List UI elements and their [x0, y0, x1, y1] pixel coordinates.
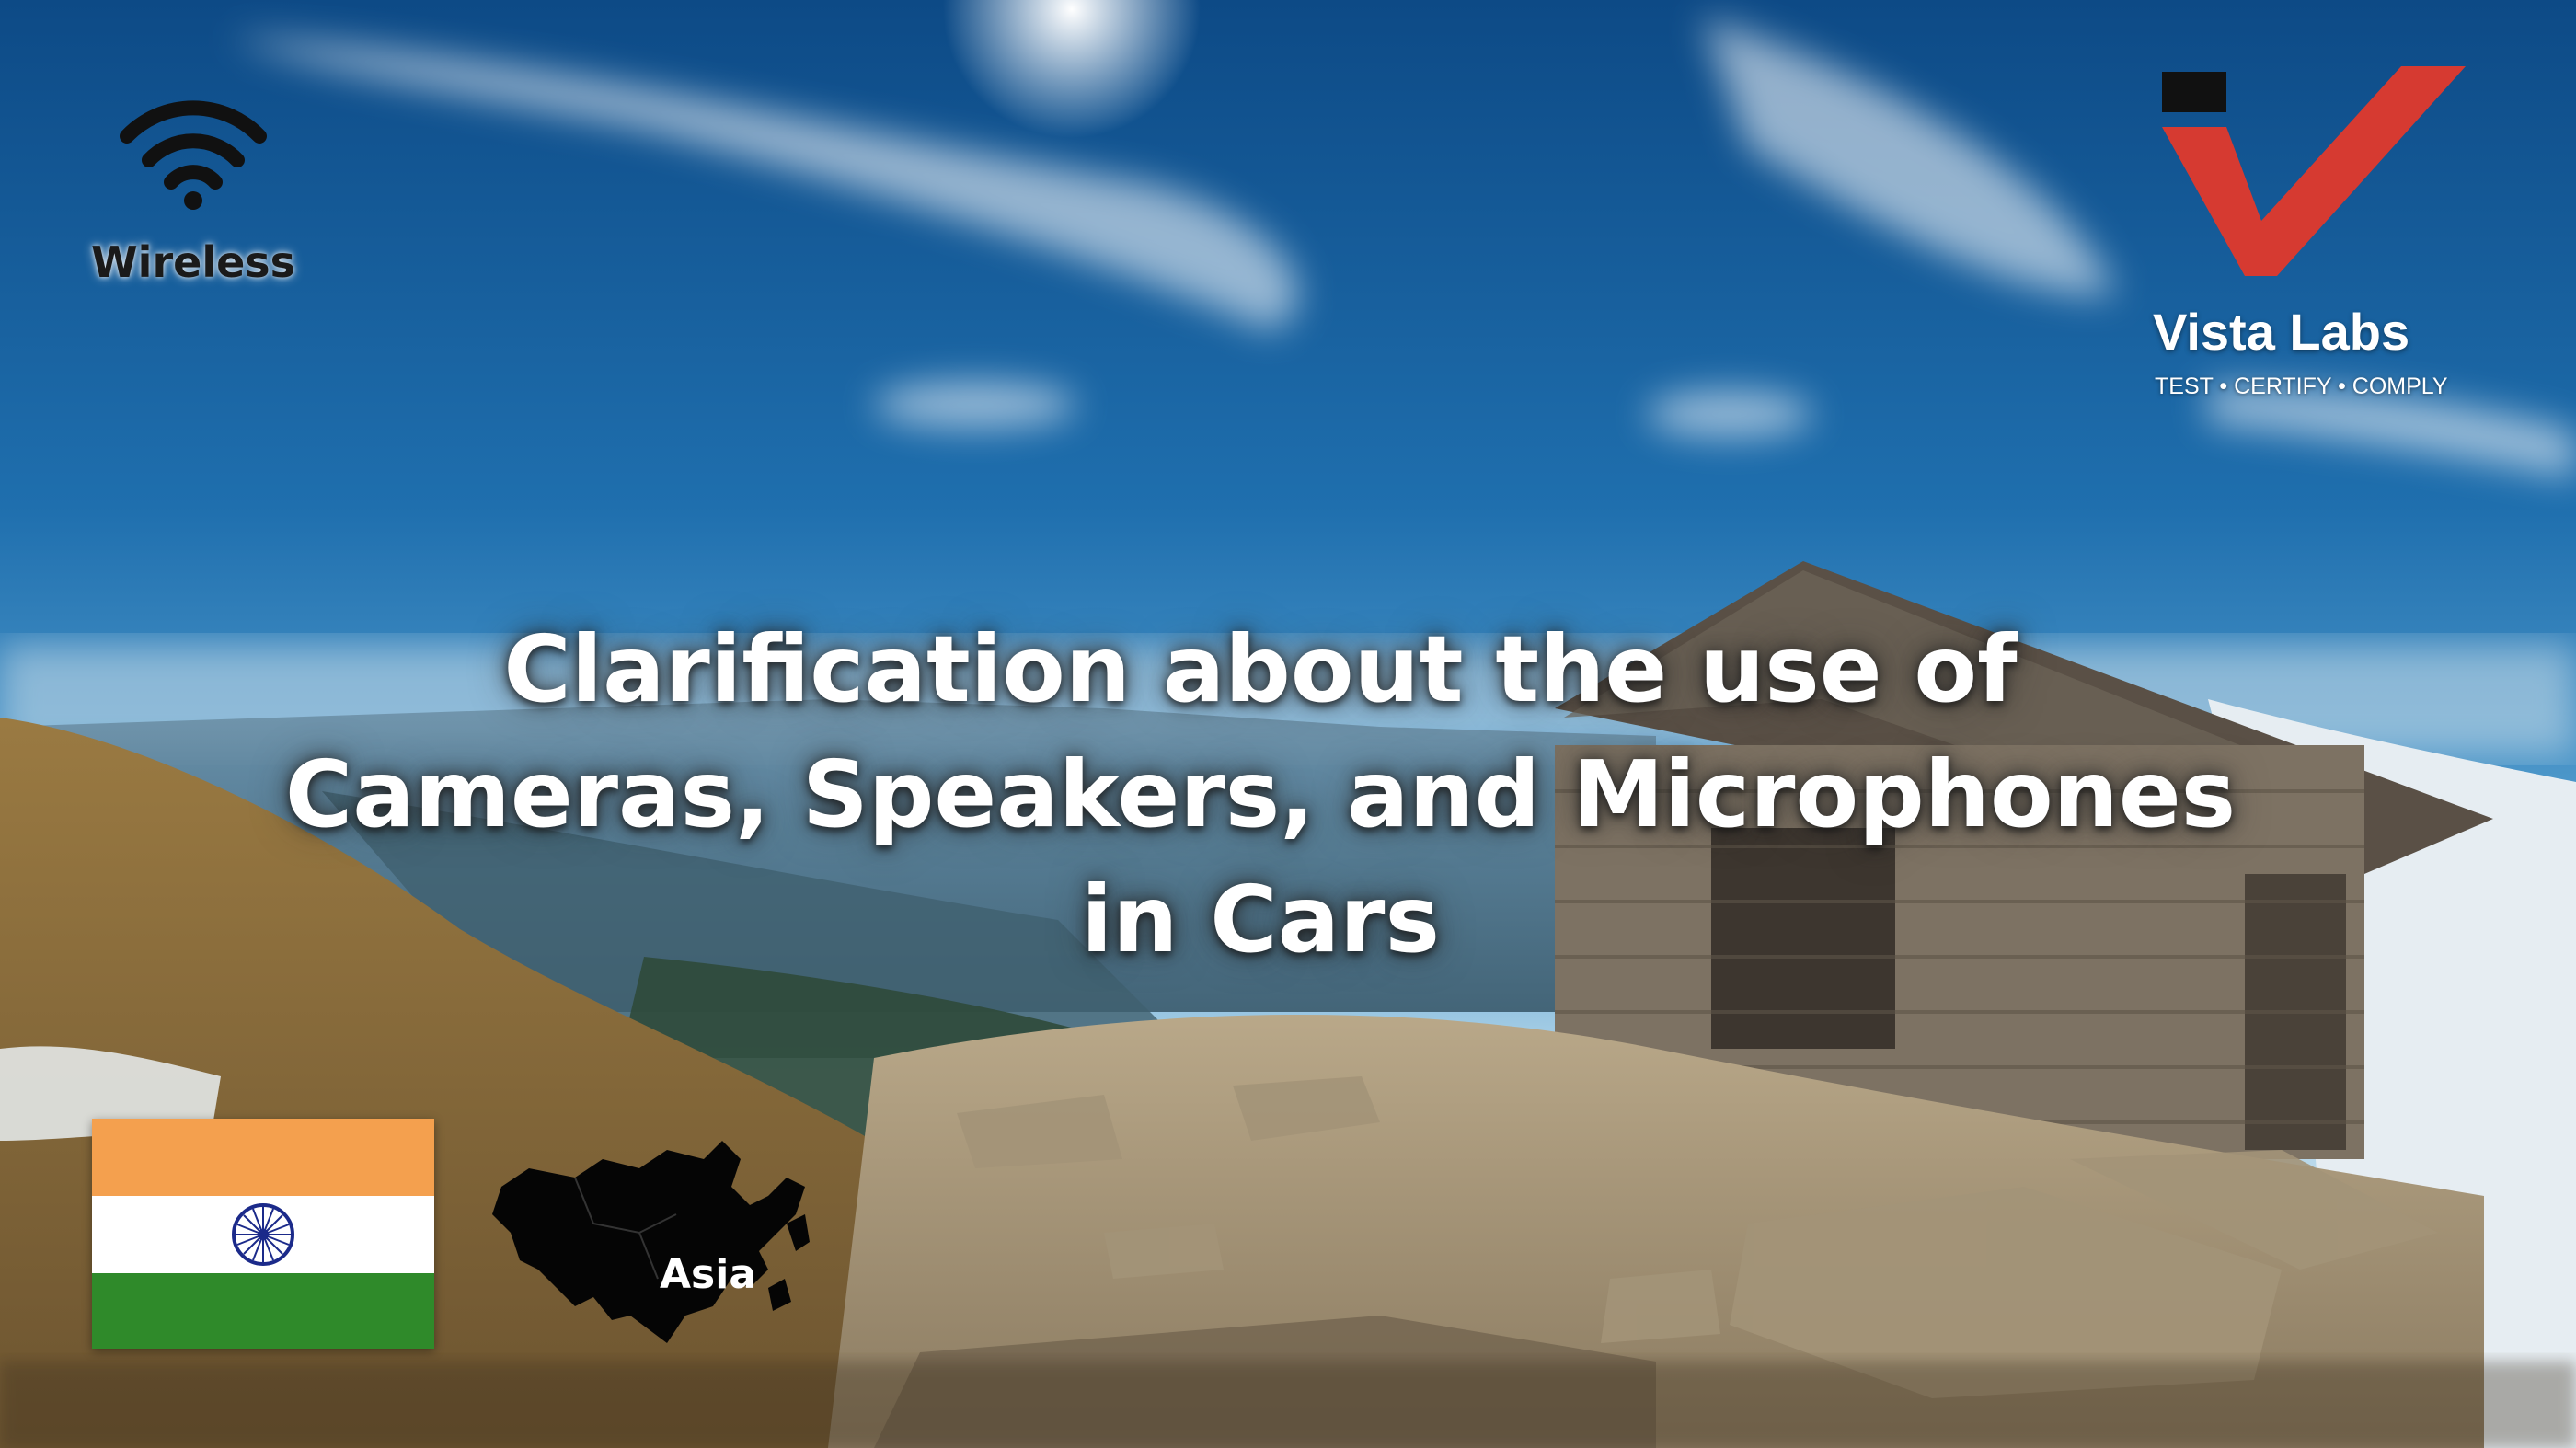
india-flag-icon: [92, 1119, 434, 1349]
wifi-icon: [120, 100, 267, 210]
brand-name: Vista Labs: [2153, 303, 2410, 361]
region-label: Asia: [660, 1251, 757, 1298]
ashoka-chakra-icon: [232, 1203, 294, 1266]
title-line-2: Cameras, Speakers, and Microphones: [284, 741, 2237, 848]
vista-labs-logo: Vista Labs TEST • CERTIFY • COMPLY: [2116, 55, 2502, 399]
wireless-label: Wireless: [90, 237, 296, 287]
wireless-badge: Wireless: [83, 92, 304, 287]
title-line-1: Clarification about the use of: [503, 615, 2018, 723]
page-title: Clarification about the use of Cameras, …: [184, 607, 2337, 983]
vista-labs-v-icon: [2162, 66, 2466, 276]
asia-region-badge: Asia: [492, 1132, 814, 1352]
asia-map-icon: [492, 1141, 810, 1343]
brand-tagline: TEST • CERTIFY • COMPLY: [2155, 373, 2448, 399]
title-line-3: in Cars: [1081, 866, 1440, 973]
